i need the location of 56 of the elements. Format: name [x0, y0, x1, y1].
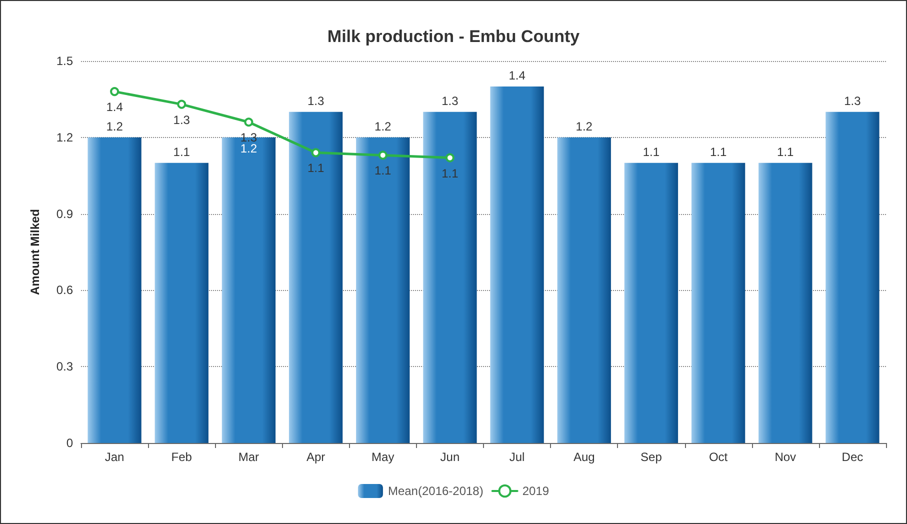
x-tick-label: Oct — [708, 450, 728, 464]
point — [110, 87, 120, 96]
y-tick-label: 1.5 — [56, 54, 74, 68]
x-tick-label: Aug — [573, 450, 595, 464]
y-tick-label: 1.2 — [56, 130, 74, 144]
point — [445, 153, 454, 162]
x-tick-label: Jun — [440, 450, 460, 464]
data-label: 1.1 — [777, 144, 794, 159]
legend-label: Mean(2016-2018) — [388, 484, 484, 498]
data-label: 1.3 — [307, 94, 324, 108]
point — [244, 118, 254, 127]
bar — [758, 162, 812, 443]
data-label: 1.3 — [173, 112, 190, 127]
data-label: 1.4 — [106, 100, 124, 114]
bar — [691, 162, 746, 443]
data-label: 1.1 — [442, 166, 459, 180]
data-label: 1.1 — [307, 161, 324, 176]
y-tick-label: 0.9 — [56, 206, 74, 221]
bar — [490, 86, 544, 443]
point — [378, 150, 388, 160]
x-tick-label: Nov — [774, 450, 796, 464]
bar — [826, 112, 880, 443]
data-label: 1.1 — [710, 144, 727, 159]
bar — [288, 112, 343, 443]
x-tick-label: May — [372, 450, 394, 464]
x-tick-label: Jan — [104, 450, 124, 464]
x-tick-label: Feb — [171, 450, 192, 464]
data-label: 1.1 — [374, 164, 392, 178]
data-label: 1.2 — [374, 119, 392, 134]
bar — [557, 137, 611, 443]
bar — [88, 137, 142, 443]
x-tick-label: Apr — [306, 450, 326, 464]
data-label: 1.2 — [576, 119, 593, 134]
x-tick-label: Sep — [640, 450, 662, 464]
point — [311, 148, 320, 158]
x-tick-label: Dec — [842, 450, 864, 464]
x-tick-label: Jul — [509, 450, 525, 464]
data-label: 1.3 — [442, 94, 459, 108]
data-label: 1.2 — [106, 119, 124, 134]
legend-label: 2019 — [522, 484, 550, 498]
data-label: 1.1 — [173, 144, 190, 159]
y-tick-label: 0 — [66, 436, 74, 450]
bar — [356, 137, 410, 443]
y-tick-label: 0.6 — [56, 283, 74, 298]
y-tick-label: 0.3 — [56, 360, 74, 374]
data-label: 1.1 — [642, 144, 660, 159]
bar — [154, 162, 208, 443]
data-label: 1.2 — [240, 141, 258, 156]
point — [177, 100, 186, 109]
y-axis-title: Amount Milked — [28, 209, 42, 295]
bar — [423, 112, 477, 443]
data-label: 1.3 — [844, 94, 862, 108]
x-tick-label: Mar — [238, 450, 260, 464]
bar — [624, 162, 678, 443]
chart-title: Milk production - Embu County — [327, 27, 580, 46]
data-label: 1.4 — [508, 68, 526, 82]
